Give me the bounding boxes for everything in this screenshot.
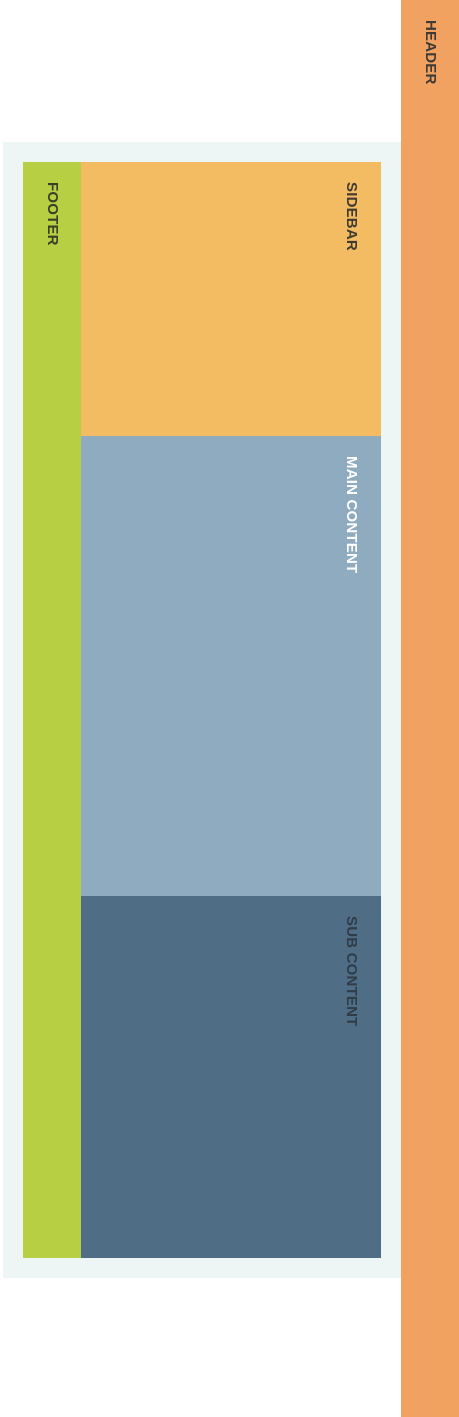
sidebar-region: SIDEBAR xyxy=(81,162,381,436)
header-region: HEADER xyxy=(401,0,459,1417)
sub-content-label: SUB CONTENT xyxy=(343,916,360,1027)
main-content-label: MAIN CONTENT xyxy=(343,456,360,574)
header-label: HEADER xyxy=(422,20,439,85)
main-content-region: MAIN CONTENT xyxy=(81,436,381,896)
footer-label: FOOTER xyxy=(44,182,61,246)
footer-region: FOOTER xyxy=(23,162,81,1258)
sidebar-label: SIDEBAR xyxy=(343,182,360,251)
sub-content-region: SUB CONTENT xyxy=(81,896,381,1258)
